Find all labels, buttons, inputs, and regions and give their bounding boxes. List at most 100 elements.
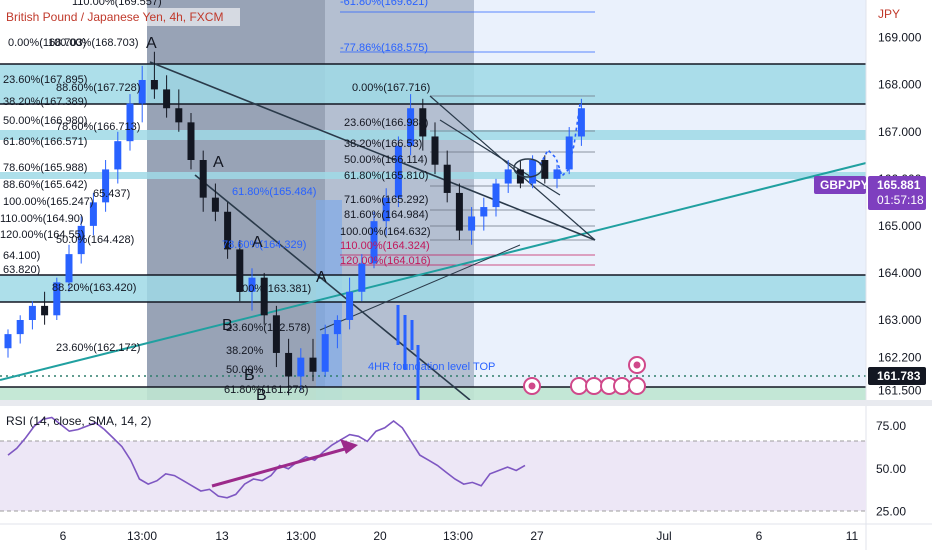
price-tick-label: 161.500 — [878, 384, 922, 398]
price-tick-label: 163.000 — [878, 313, 922, 327]
candle-body — [455, 192, 463, 231]
candle-body — [89, 202, 97, 226]
candle-body — [211, 197, 219, 212]
annotation-text: 4HR foundation level TOP — [368, 361, 495, 373]
candle-body — [553, 169, 561, 179]
fib-label: 23.60%(167.895) — [3, 74, 87, 86]
fib-label: 23.60%(166.988) — [344, 117, 428, 129]
channel-line — [429, 95, 596, 241]
fib-label: 88.20%(163.420) — [52, 282, 136, 294]
zone-right-light — [474, 0, 866, 400]
candle-body — [346, 291, 354, 320]
candle-body — [504, 169, 512, 184]
price-ticks: 169.000168.000167.000166.000165.000164.0… — [878, 31, 922, 398]
fib-label: 23.60%(162.172) — [56, 342, 140, 354]
price-tick-label: 169.000 — [878, 31, 922, 45]
time-tick-label: 20 — [373, 529, 387, 543]
fib-label: 78.60%(166.713) — [56, 121, 140, 133]
title-bg — [0, 8, 240, 26]
fib-label: 78.60%(165.988) — [3, 162, 87, 174]
symbol-tag-name: GBPJPY — [820, 178, 869, 192]
time-tick-label: 13:00 — [443, 529, 473, 543]
candle-body — [4, 334, 12, 349]
price-tick-label: 162.200 — [878, 351, 922, 365]
pane-divider — [0, 400, 932, 406]
levels — [0, 63, 866, 388]
symbol-tag-name-bg — [814, 176, 866, 194]
event-markers — [523, 356, 646, 395]
candle-body — [138, 80, 146, 104]
fib-label: 38.20%(166.53) — [344, 138, 422, 150]
low-price-tag: 161.783 — [868, 367, 926, 385]
candle-body — [370, 221, 378, 264]
rsi-tick-label: 75.00 — [876, 419, 906, 433]
candle-body — [41, 305, 49, 316]
rsi-arrow — [211, 439, 358, 488]
time-tick-label: 6 — [756, 529, 763, 543]
fib-label: 81.60%(164.984) — [344, 209, 428, 221]
candle-body — [333, 320, 341, 335]
fib-label: 64.100) — [3, 250, 40, 262]
zone-teal-mid — [0, 130, 866, 140]
fib-label: 100%(163.381) — [236, 283, 311, 295]
fib-label: 110.00%(164.90) — [0, 213, 84, 225]
candle-body — [187, 122, 195, 160]
wave-label: A — [252, 234, 263, 251]
candle-body — [236, 249, 244, 292]
price-tick-label: 167.000 — [878, 125, 922, 139]
event-marker — [628, 377, 646, 395]
candle-body — [419, 108, 427, 137]
candle-body — [297, 357, 305, 377]
time-tick-label: 13:00 — [286, 529, 316, 543]
low-price-tag-text: 161.783 — [877, 369, 921, 383]
candle-body — [358, 263, 366, 292]
price-axis-currency: JPY — [878, 7, 900, 21]
candle-body — [492, 183, 500, 208]
channel-line — [194, 174, 471, 401]
candles — [4, 51, 585, 396]
price-tick-label: 168.000 — [878, 78, 922, 92]
chart-title: British Pound / Japanese Yen, 4h, FXCM — [6, 10, 223, 24]
candle-body — [321, 334, 329, 372]
fib-label: 23.60%(162.578) — [226, 322, 310, 334]
candle-body — [28, 305, 36, 320]
candle-body — [541, 160, 549, 179]
event-marker — [585, 377, 603, 395]
fib-label: 110.00%(164.324) — [340, 240, 430, 252]
channel-line — [319, 244, 521, 331]
zone-teal-low — [0, 275, 866, 302]
candle-body — [65, 254, 73, 283]
time-tick-label: 13:00 — [127, 529, 157, 543]
fib-label: 38.20%(167.389) — [3, 96, 87, 108]
fib-label: 100.00%(168.703) — [48, 37, 139, 49]
rsi-ticks: 75.00 50.00 25.00 — [876, 419, 906, 518]
candle-body — [16, 320, 24, 335]
trendlines — [0, 61, 867, 401]
rsi-title: RSI (14, close, SMA, 14, 2) — [6, 414, 151, 428]
candle-body — [248, 277, 256, 292]
rsi-line — [7, 416, 526, 499]
candle-body — [468, 216, 476, 231]
rsi-arrow-head — [340, 439, 358, 454]
candle-body — [126, 103, 134, 142]
candle-body — [309, 357, 317, 372]
rsi-band — [0, 441, 866, 511]
wave-label: A — [213, 154, 224, 171]
time-tick-label: 11 — [846, 529, 859, 543]
candle-body — [516, 169, 524, 184]
fib-label: 61.80%(165.484) — [232, 186, 316, 198]
candle-body — [260, 277, 268, 316]
candle-body — [175, 108, 183, 123]
price-tick-label: 164.000 — [878, 266, 922, 280]
candle-body — [224, 211, 232, 250]
wave-label: B — [256, 387, 267, 404]
fib-label: 88.60%(165.642) — [3, 179, 87, 191]
candle-body — [102, 169, 110, 203]
wave-labels: A A A A B B B — [146, 35, 327, 404]
fib-label: 61.80%(161.278) — [224, 384, 308, 396]
rsi-tick-label: 25.00 — [876, 504, 906, 518]
zone-teal-bottom — [0, 387, 866, 400]
wave-label: B — [222, 317, 233, 334]
candle-body — [114, 141, 122, 170]
